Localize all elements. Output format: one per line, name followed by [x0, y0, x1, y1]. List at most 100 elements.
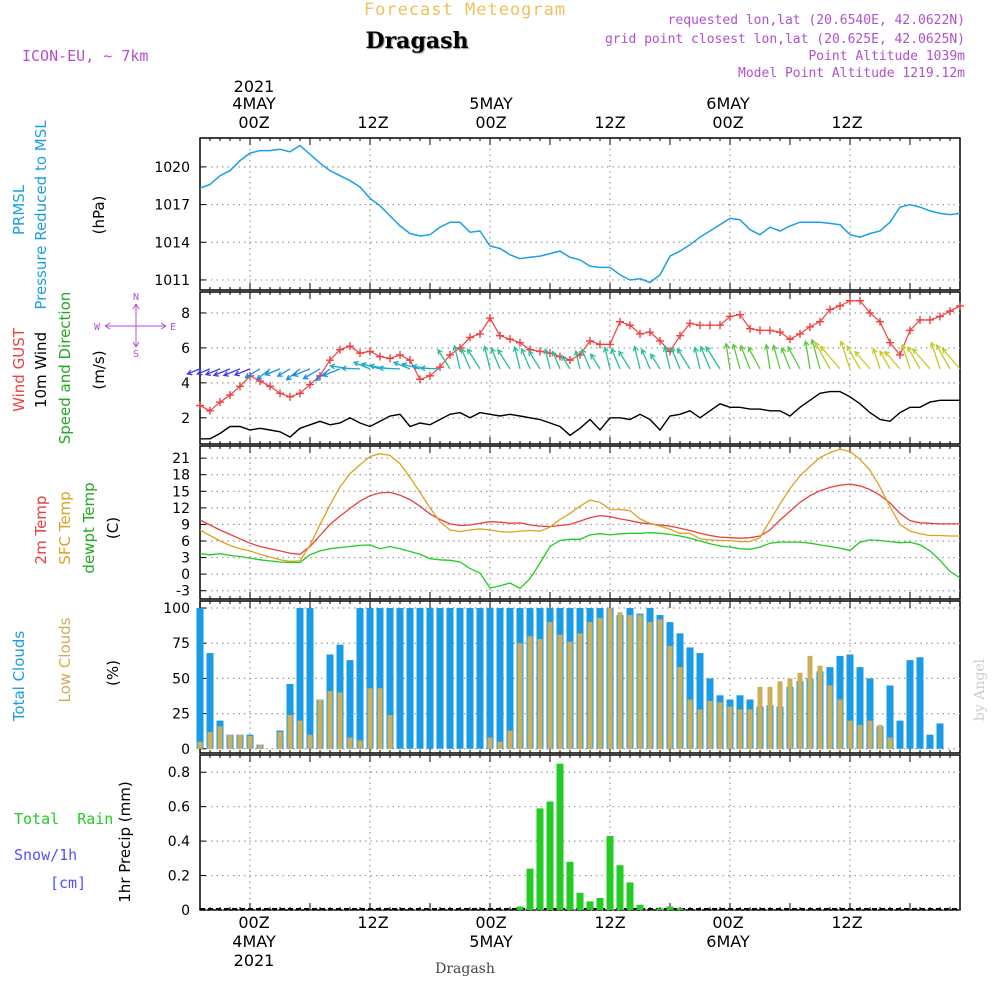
wind-arrow [747, 347, 761, 370]
wind-arrow [854, 351, 871, 370]
top-tick-00z-4may: 00Z [238, 113, 269, 132]
wind-arrow-head [212, 371, 219, 377]
total-cloud-bar [496, 608, 504, 749]
wind-arrow-head [699, 345, 706, 352]
bottom-tick-12z-4may: 12Z [357, 913, 388, 932]
wind-arrow-head [196, 369, 203, 376]
low-cloud-bar [887, 737, 893, 749]
wind-arrow-head [551, 350, 558, 357]
low-cloud-bar [567, 641, 573, 749]
low-cloud-bar [257, 744, 263, 749]
compass-n-label: N [133, 292, 139, 303]
total-rain-label: Total Rain [14, 810, 113, 828]
wind-ytick-label: 8 [181, 306, 190, 322]
wind-arrow-head [872, 347, 878, 354]
wind-gust-marker [786, 335, 794, 344]
wind-arrow-head [285, 374, 292, 381]
low-cloud-bar [697, 709, 703, 749]
pressure-panel: 1011 1014 1017 1020 [154, 137, 961, 291]
clouds-ytick-label: 0 [181, 742, 190, 758]
prmsl-desc-label: Pressure Reduced to MSL [32, 120, 50, 310]
wind-gust-marker [936, 312, 944, 321]
wind-arrow [293, 368, 311, 377]
low-cloud-bar [377, 688, 383, 749]
total-cloud-bar [896, 720, 904, 749]
low-cloud-bar [277, 731, 283, 749]
credit-watermark: by Angel [972, 658, 988, 721]
total-cloud-bar [906, 660, 914, 749]
footer-location: Dragash [435, 961, 495, 977]
low-cloud-bar [217, 726, 223, 749]
low-cloud-bar [597, 617, 603, 749]
wind-gust-marker [376, 352, 384, 361]
wind-arrow-head [401, 362, 408, 368]
wind-arrow-head [368, 363, 375, 370]
wind-arrow-head [560, 354, 567, 361]
rain-bar [536, 808, 544, 910]
wind-arrow [234, 368, 251, 376]
temp-ytick-label: 21 [172, 451, 190, 467]
wind-gust-marker [896, 350, 904, 359]
total-cloud-bar [386, 608, 394, 749]
wind-gust-label: Wind GUST [10, 327, 28, 412]
low-cloud-bar [307, 734, 313, 749]
total-cloud-bar [916, 657, 924, 749]
wind10-label: 10m Wind [32, 332, 50, 408]
wind-arrow [453, 345, 461, 370]
product-title: Forecast Meteogram [364, 0, 566, 20]
low-cloud-bar [777, 681, 783, 749]
wind-gust-marker [606, 340, 614, 349]
low-cloud-bar [737, 709, 743, 749]
wind-arrow-head [222, 371, 229, 377]
wind-gust-marker [456, 343, 464, 352]
bottom-tick-12z-6may: 12Z [831, 913, 862, 932]
temp-ytick-label: 6 [181, 534, 190, 550]
precip-ytick-label: 0.6 [168, 800, 190, 816]
wind-arrow [205, 368, 221, 376]
wind-arrow [213, 368, 231, 376]
total-cloud-bar [306, 608, 314, 749]
compass-s-label: S [133, 349, 139, 360]
location-title: Dragash [366, 28, 469, 54]
wind-arrow [341, 367, 361, 370]
low-cloud-bar [627, 615, 633, 749]
clouds-ytick-label: 50 [172, 671, 190, 687]
low-cloud-bar [807, 655, 813, 749]
low-cloud-bar [387, 715, 393, 749]
wind-gust-marker [236, 382, 244, 391]
wind-arrow [740, 345, 751, 370]
wind-gust-marker [366, 347, 374, 356]
wind-arrow [245, 368, 261, 379]
wind-ytick-label: 4 [181, 376, 190, 392]
wind-arrow-head [693, 346, 699, 353]
total-cloud-bar [446, 608, 454, 749]
low-cloud-bar [617, 612, 623, 749]
wind-arrow-head [705, 345, 711, 352]
wind-gust-marker [506, 335, 514, 344]
wind-arrow [286, 368, 301, 381]
total-cloud-bar [346, 660, 354, 749]
wind-gust-marker [396, 350, 404, 359]
wind-gust-marker [196, 401, 204, 410]
wind-arrow-head [879, 350, 885, 357]
low-cloud-bar [507, 730, 513, 749]
t2m-line [199, 483, 960, 555]
wind-arrow [402, 363, 421, 370]
wind-gust-marker [956, 301, 964, 310]
wind-arrow-head [900, 343, 907, 350]
wind-arrow [942, 348, 961, 370]
wind-arrow [840, 341, 851, 370]
total-cloud-bar [866, 678, 874, 749]
low-cloud-bar [337, 692, 343, 749]
total-cloud-bar [196, 608, 204, 749]
wind-arrow [804, 341, 811, 369]
compass-cross [104, 303, 167, 348]
sfc-temp-line [199, 448, 960, 563]
pressure-frame [199, 137, 961, 291]
low-cloud-bar [347, 737, 353, 749]
wind-arrow [552, 351, 561, 370]
wind-gust-marker [716, 321, 724, 330]
compass-rose: N S W E [94, 292, 176, 360]
wind-gust-marker [806, 322, 814, 331]
